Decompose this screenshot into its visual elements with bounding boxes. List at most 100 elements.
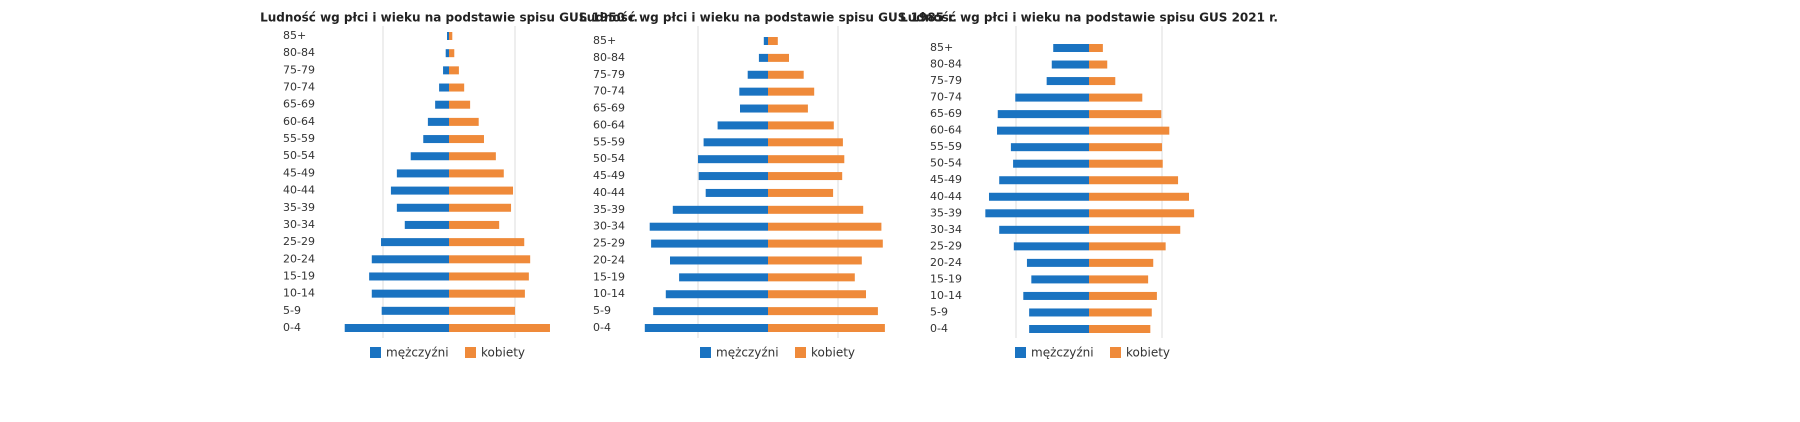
bar — [768, 239, 883, 248]
bar — [1031, 275, 1089, 284]
bar — [1089, 93, 1143, 102]
y-tick-label: 40-44 — [283, 184, 315, 197]
bar — [768, 121, 834, 130]
bar — [1089, 176, 1179, 185]
bar — [649, 222, 768, 231]
bar — [449, 49, 455, 58]
bar — [381, 306, 449, 315]
legend-swatch — [1110, 347, 1121, 358]
y-tick-label: 30-34 — [283, 218, 315, 231]
y-tick-label: 75-79 — [283, 63, 315, 76]
bar — [410, 152, 449, 161]
bar — [653, 307, 768, 316]
y-tick-label: 60-64 — [283, 115, 315, 128]
bar — [739, 87, 768, 96]
bar — [999, 225, 1089, 234]
bar — [999, 176, 1089, 185]
y-tick-label: 35-39 — [283, 201, 315, 214]
bar — [1010, 143, 1089, 152]
y-tick-label: 80-84 — [930, 58, 962, 71]
y-tick-label: 25-29 — [283, 235, 315, 248]
bar — [449, 32, 453, 40]
y-tick-label: 0-4 — [593, 321, 611, 334]
bar — [768, 307, 878, 316]
y-tick-label: 15-19 — [283, 269, 315, 282]
bar — [703, 138, 768, 147]
bar — [768, 273, 855, 282]
bar — [1053, 44, 1089, 52]
y-tick-label: 35-39 — [593, 203, 625, 216]
bar — [369, 272, 449, 281]
bar — [768, 205, 864, 214]
y-tick-label: 5-9 — [283, 304, 301, 317]
y-tick-label: 15-19 — [593, 270, 625, 283]
y-tick-label: 85+ — [930, 41, 953, 54]
bar — [447, 32, 449, 40]
bar — [651, 239, 768, 248]
bar — [997, 110, 1089, 119]
legend-label: mężczyźni — [1031, 346, 1094, 360]
bar — [1089, 159, 1163, 168]
y-tick-label: 45-49 — [930, 173, 962, 186]
legend-swatch — [1015, 347, 1026, 358]
bar — [1089, 242, 1166, 251]
bar — [768, 53, 789, 62]
bar — [679, 273, 768, 282]
bar — [768, 172, 843, 181]
bar — [705, 188, 768, 197]
y-tick-label: 40-44 — [593, 186, 625, 199]
y-tick-label: 75-79 — [593, 68, 625, 81]
y-tick-label: 45-49 — [283, 166, 315, 179]
chart-title: Ludność wg płci i wieku na podstawie spi… — [900, 11, 1278, 25]
bar — [768, 222, 882, 231]
bar — [768, 104, 808, 113]
legend-label: kobiety — [811, 346, 855, 360]
bar — [768, 256, 862, 265]
y-tick-label: 70-74 — [283, 81, 315, 94]
y-tick-label: 50-54 — [593, 152, 625, 165]
bar — [768, 37, 778, 45]
bar — [1089, 143, 1162, 152]
y-tick-label: 10-14 — [593, 287, 625, 300]
bar — [985, 209, 1089, 218]
bar — [449, 66, 459, 75]
legend-label: mężczyźni — [716, 346, 779, 360]
bar — [1089, 126, 1170, 135]
bar — [449, 135, 484, 144]
y-tick-label: 75-79 — [930, 74, 962, 87]
bar — [427, 117, 449, 126]
y-tick-label: 25-29 — [593, 237, 625, 250]
bar — [443, 66, 449, 75]
chart-title: Ludność wg płci i wieku na podstawie spi… — [260, 11, 638, 25]
bar — [1089, 258, 1154, 267]
y-tick-label: 50-54 — [930, 157, 962, 170]
y-tick-label: 5-9 — [593, 304, 611, 317]
y-tick-label: 70-74 — [930, 91, 962, 104]
bar — [1089, 60, 1108, 69]
bar — [449, 117, 479, 126]
bar — [1089, 308, 1152, 317]
bar — [371, 255, 449, 264]
y-tick-label: 0-4 — [283, 321, 301, 334]
y-tick-label: 30-34 — [930, 223, 962, 236]
y-tick-label: 30-34 — [593, 220, 625, 233]
bar — [1023, 291, 1089, 300]
bar — [672, 205, 768, 214]
legend-label: kobiety — [1126, 346, 1170, 360]
bar — [445, 49, 449, 58]
bar — [1046, 77, 1089, 86]
bar — [423, 135, 449, 144]
legend-swatch — [795, 347, 806, 358]
bar — [997, 126, 1089, 135]
bar — [665, 290, 768, 299]
y-tick-label: 20-24 — [593, 253, 625, 266]
bar — [1089, 325, 1151, 333]
bar — [1051, 60, 1089, 69]
y-tick-label: 35-39 — [930, 206, 962, 219]
y-tick-label: 40-44 — [930, 190, 962, 203]
y-tick-label: 70-74 — [593, 85, 625, 98]
bar — [644, 324, 768, 332]
legend-swatch — [370, 347, 381, 358]
bar — [768, 70, 804, 79]
